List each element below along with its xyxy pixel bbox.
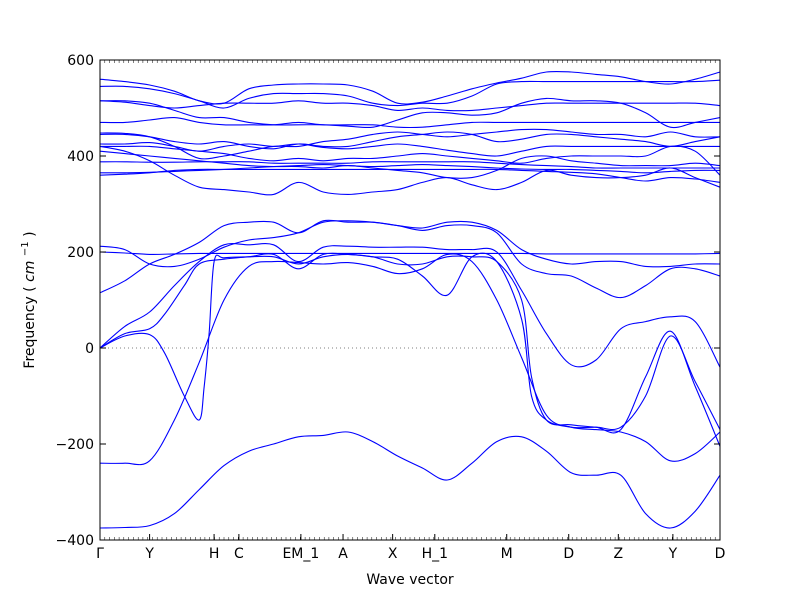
band-line-6 <box>99 219 721 299</box>
band-line-7 <box>99 220 721 268</box>
x-tick-label: EM_1 <box>282 546 319 562</box>
band-line-16 <box>99 131 721 150</box>
x-tick-label: Γ <box>96 546 104 562</box>
y-tick-label: 0 <box>85 341 94 357</box>
y-axis-unit: cm <box>22 261 38 282</box>
band-line-15 <box>99 141 720 157</box>
y-axis-label-open: ( <box>22 286 38 291</box>
y-axis: −400 −200 0 200 400 600 <box>56 53 720 549</box>
y-tick-label: 400 <box>67 149 94 165</box>
y-tick-label: 200 <box>67 245 94 261</box>
band-line-11 <box>99 145 721 196</box>
x-tick-label: Z <box>614 546 624 562</box>
x-tick-label: H_1 <box>422 546 448 562</box>
series-group <box>99 70 721 529</box>
x-tick-label: D <box>715 546 726 562</box>
y-axis-unit-exponent: −1 <box>20 241 31 256</box>
y-axis-label: Frequency ( cm −1 ) <box>16 231 38 368</box>
y-tick-label: 600 <box>67 53 94 69</box>
x-tick-label: H <box>209 546 220 562</box>
x-tick-label: Y <box>144 546 154 562</box>
band-line-20 <box>99 100 721 112</box>
band-line-12 <box>99 161 720 169</box>
band-line-1 <box>99 431 721 529</box>
band-line-4 <box>99 252 721 447</box>
band-line-22 <box>99 70 721 105</box>
band-line-17 <box>99 128 721 160</box>
y-tick-label: −200 <box>56 437 94 453</box>
x-axis-label: Wave vector <box>366 572 454 588</box>
x-axis: Γ Y H C EM_1 A X H_1 M D Z Y D <box>96 534 725 562</box>
x-tick-label: Y <box>668 546 678 562</box>
plot-area <box>100 60 720 540</box>
x-tick-label: C <box>234 546 244 562</box>
band-line-10 <box>99 164 721 174</box>
x-tick-label: X <box>388 546 398 562</box>
y-axis-label-close: ) <box>22 231 38 236</box>
band-line-8 <box>99 251 721 255</box>
band-line-13 <box>99 150 721 179</box>
band-line-5 <box>99 243 721 368</box>
plot-frame <box>99 59 721 541</box>
y-axis-label-text: Frequency <box>22 296 38 368</box>
x-tick-label: M <box>501 546 513 562</box>
x-tick-label: D <box>563 546 574 562</box>
band-line-18 <box>99 117 720 129</box>
y-tick-label: −400 <box>56 533 94 549</box>
x-tick-label: A <box>338 546 348 562</box>
